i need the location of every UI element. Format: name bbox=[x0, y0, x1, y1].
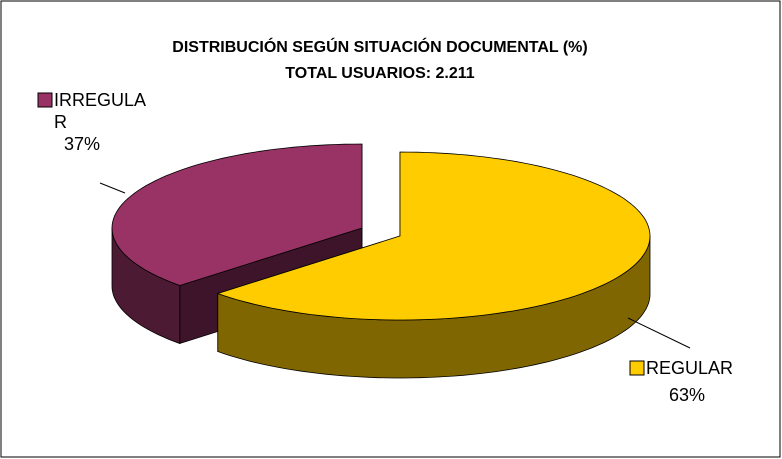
legend-key bbox=[37, 92, 53, 108]
value-label: 63% bbox=[669, 385, 706, 405]
category-label: IRREGULAR bbox=[54, 90, 147, 132]
chart-title: DISTRIBUCIÓN SEGÚN SITUACIÓN DOCUMENTAL … bbox=[172, 37, 587, 56]
leader-line bbox=[627, 317, 691, 349]
slice bbox=[216, 151, 651, 321]
slice bbox=[111, 143, 363, 286]
pie bbox=[111, 143, 651, 379]
value-label: 37% bbox=[64, 134, 101, 154]
leader-line bbox=[99, 182, 126, 194]
chart-subtitle: TOTAL USUARIOS: 2.211 bbox=[285, 65, 474, 82]
category-label: REGULAR bbox=[646, 358, 734, 378]
legend-key bbox=[629, 360, 645, 376]
